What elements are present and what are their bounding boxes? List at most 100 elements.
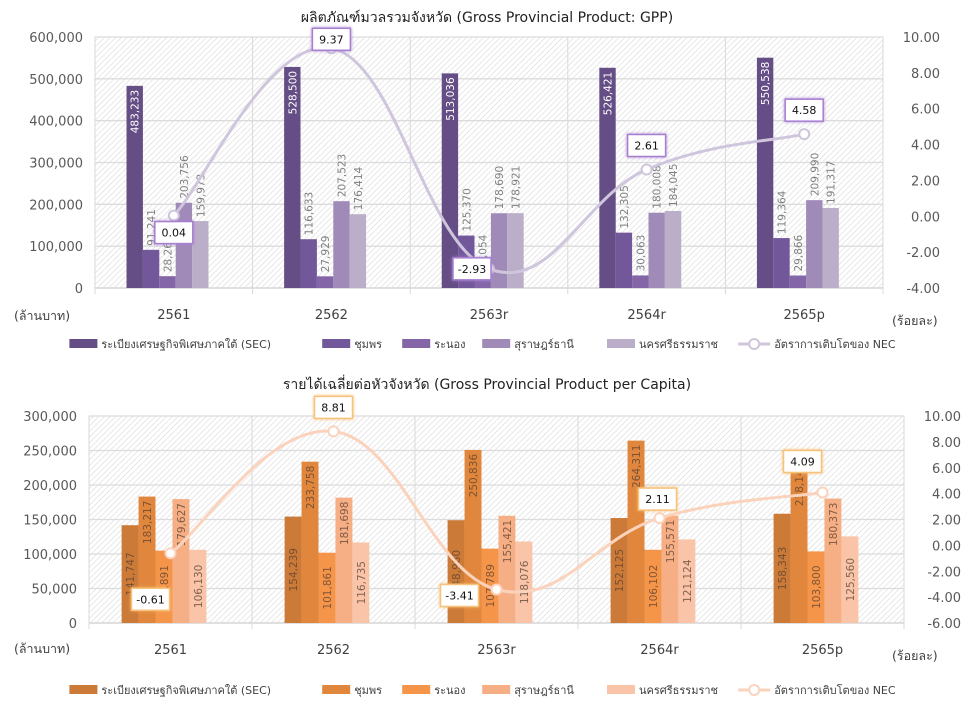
chart1-bar-data-label: 526,421 bbox=[603, 72, 615, 115]
chart2-x-tick-label: 2563r bbox=[477, 643, 516, 658]
chart1-y-tick-label: 0 bbox=[75, 282, 83, 297]
chart2-growth-callout-box bbox=[130, 587, 171, 612]
chart1-bar bbox=[507, 213, 524, 288]
chart1-legend-line-marker bbox=[748, 338, 761, 350]
chart2-y-tick-label: 100,000 bbox=[23, 548, 77, 563]
chart2-bar bbox=[610, 518, 628, 623]
chart1-y2-tick-label: 10.00 bbox=[903, 31, 940, 46]
chart2-y2-unit-label: (ร้อยละ) bbox=[892, 648, 938, 663]
chart2-y-tick-label: 50,000 bbox=[32, 583, 78, 598]
chart2-bar-data-label: 154,239 bbox=[288, 548, 300, 591]
chart1-legend-item: อัตราการเติบโตของ NEC bbox=[738, 337, 896, 351]
chart1-growth-callout-box bbox=[452, 257, 492, 281]
chart2-bar bbox=[807, 551, 825, 623]
chart1-growth-callout-box bbox=[154, 220, 194, 245]
chart2-growth-marker bbox=[490, 583, 503, 596]
chart2-y2-tick-label: 10.00 bbox=[924, 410, 961, 425]
chart1-legend-swatch bbox=[482, 339, 511, 348]
chart2-bar bbox=[841, 536, 859, 623]
chart1-bar bbox=[806, 200, 823, 288]
chart1-y2-tick-label: 8.00 bbox=[911, 67, 940, 82]
chart1-bar-data-label: 209,990 bbox=[809, 153, 821, 196]
chart1-bar bbox=[333, 201, 350, 288]
chart2-bar-data-label: 181,698 bbox=[339, 502, 351, 545]
chart1-bar bbox=[300, 239, 317, 288]
chart1-legend-label: สุราษฎร์ธานี bbox=[514, 338, 574, 351]
chart1-growth-callout-label: -2.93 bbox=[458, 263, 486, 276]
chart1-bar bbox=[756, 57, 774, 288]
chart1-legend-label: อัตราการเติบโตของ NEC bbox=[774, 337, 896, 351]
chart2-bar-data-label: 250,836 bbox=[468, 454, 480, 498]
chart2-bar bbox=[318, 552, 336, 623]
chart2-bar-data-label: 125,560 bbox=[845, 558, 857, 601]
chart2-bar bbox=[661, 515, 679, 623]
chart1-bar bbox=[773, 238, 790, 288]
chart2-growth-callout-label: -0.61 bbox=[136, 593, 164, 606]
chart2-bar bbox=[515, 541, 533, 623]
chart1-y-tick-label: 300,000 bbox=[29, 157, 83, 172]
chart1-bar bbox=[648, 212, 665, 288]
chart2-title: รายได้เฉลี่ยต่อหัวจังหวัด (Gross Provinc… bbox=[283, 375, 691, 393]
chart2-x-tick-label: 2564r bbox=[640, 643, 679, 658]
chart2-bar-data-label: 107,789 bbox=[485, 564, 497, 607]
chart2-bar-data-label: 118,076 bbox=[519, 560, 531, 604]
chart1-legend-label: ชุมพร bbox=[354, 338, 382, 351]
chart2-legend-line-marker bbox=[748, 684, 761, 696]
chart1-growth-marker bbox=[640, 163, 653, 176]
chart2-legend-label: ระเบียงเศรษฐกิจพิเศษภาคใต้ (SEC) bbox=[101, 684, 271, 697]
chart1-y2-tick-label: 6.00 bbox=[911, 103, 940, 118]
chart2-growth-callout-box bbox=[782, 449, 823, 474]
chart2-bar bbox=[644, 549, 662, 623]
chart1-legend-swatch bbox=[322, 339, 351, 348]
chart1-plot: 0 100,000 200,000 300,000 400,000 500,000 600,… bbox=[29, 27, 940, 351]
chart2-bar bbox=[284, 516, 302, 623]
chart2-plot: 0 50,000 100,000 150,000 200,000 250,000 300,0… bbox=[23, 395, 961, 697]
chart1-y-tick-label: 600,000 bbox=[29, 31, 83, 46]
chart2-legend-swatch bbox=[482, 685, 511, 694]
chart1-growth-callout-label: 4.58 bbox=[792, 104, 817, 117]
chart1-bar-data-label: 178,921 bbox=[510, 166, 522, 209]
chart2-x-tick-label: 2565p bbox=[802, 643, 843, 658]
chart2-bar bbox=[498, 515, 516, 623]
chart2-bar-data-label: 106,130 bbox=[193, 565, 205, 608]
chart2-y2-tick-label: -2.00 bbox=[927, 565, 961, 580]
chart2-y-tick-label: 250,000 bbox=[23, 445, 77, 460]
chart2-y2-tick-label: 6.00 bbox=[932, 462, 961, 477]
chart2-bar-data-label: 152,125 bbox=[614, 549, 626, 592]
chart1-bar bbox=[789, 275, 807, 288]
chart2-bar bbox=[172, 499, 190, 623]
chart2-legend-label: อัตราการเติบโตของ NEC bbox=[774, 683, 896, 697]
chart1-bar-data-label: 528,500 bbox=[287, 71, 299, 114]
chart2-y-unit-label: (ล้านบาท) bbox=[14, 641, 70, 656]
chart1-bar-data-label: 28,263 bbox=[162, 235, 174, 272]
chart1-bar bbox=[490, 213, 508, 288]
chart1-y2-tick-label: 0.00 bbox=[911, 210, 940, 225]
chart2-bar bbox=[352, 542, 370, 623]
chart2-legend-label: นครศรีธรรมราช bbox=[639, 684, 718, 697]
chart1-bar bbox=[284, 66, 301, 289]
chart1-bar-data-label: 176,414 bbox=[353, 166, 365, 210]
chart1-growth-line bbox=[172, 46, 805, 275]
chart1-bar bbox=[349, 214, 367, 288]
chart2-bar bbox=[678, 539, 696, 623]
chart1-x-tick-label: 2565p bbox=[784, 308, 825, 323]
chart1-bar-data-label: 29,866 bbox=[793, 234, 805, 271]
chart2-bar bbox=[301, 461, 319, 623]
chart2-y-tick-label: 150,000 bbox=[23, 514, 77, 529]
chart1-growth-marker bbox=[167, 209, 180, 222]
chart2-legend-label: ชุมพร bbox=[354, 684, 382, 697]
chart2-legend-swatch bbox=[402, 685, 431, 694]
chart2-bar bbox=[790, 458, 808, 623]
chart2-growth-marker bbox=[816, 486, 829, 499]
chart2-legend-item: ระเบียงเศรษฐกิจพิเศษภาคใต้ (SEC) bbox=[69, 684, 271, 697]
chart1-y2-tick-label: 2.00 bbox=[911, 174, 940, 189]
chart1-y2-tick-label: -2.00 bbox=[906, 246, 940, 261]
chart1-bar-data-label: 119,364 bbox=[777, 190, 789, 234]
chart2-y-tick-label: 200,000 bbox=[23, 479, 77, 494]
chart2-growth-marker bbox=[164, 547, 177, 560]
chart2-y2-tick-label: 0.00 bbox=[932, 539, 961, 554]
chart1-legend-item: นครศรีธรรมราช bbox=[607, 338, 718, 351]
chart1-y-tick-label: 500,000 bbox=[29, 73, 83, 88]
chart2-y2-tick-label: -6.00 bbox=[927, 617, 961, 632]
